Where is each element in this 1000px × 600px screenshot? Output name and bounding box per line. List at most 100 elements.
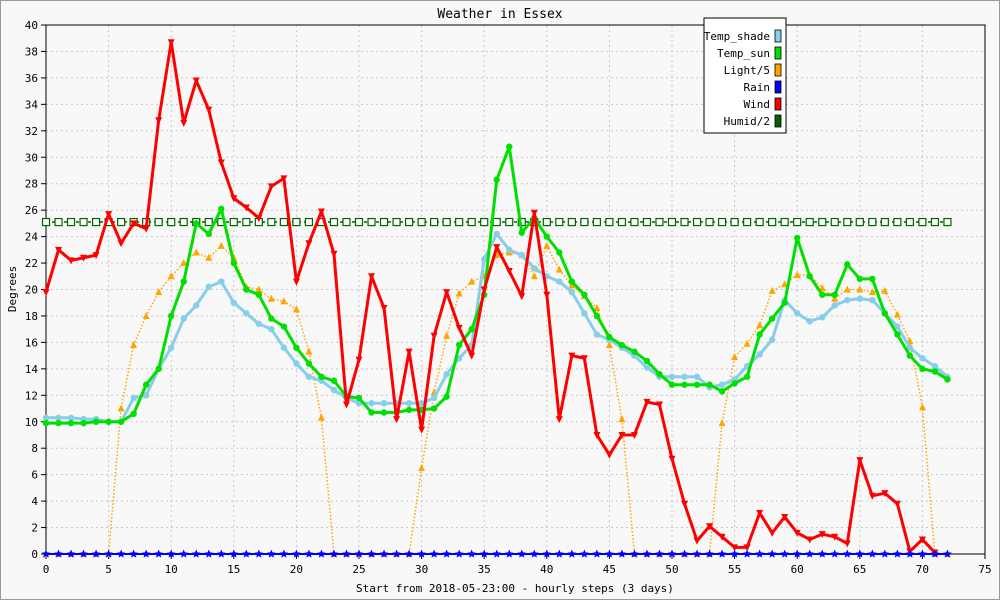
data-point-wind [305,240,313,248]
data-point-wind [756,510,764,518]
legend-swatch [774,29,782,43]
data-point-light-5 [781,280,789,288]
data-point-temp-shade [218,278,225,285]
data-point-wind [267,183,275,191]
data-point-light-5 [793,270,801,278]
data-point-temp-shade [894,323,901,330]
data-point-rain [530,549,539,558]
data-point-rain [630,549,639,558]
x-tick-label: 0 [43,563,50,576]
data-point-rain [542,549,552,558]
y-tick-label: 26 [25,204,38,217]
data-point-light-5 [831,294,839,302]
data-point-rain [717,549,727,558]
data-point-temp-sun [368,409,375,416]
data-point-temp-shade [794,310,801,317]
data-point-rain [242,549,251,558]
data-point-temp-shade [380,400,388,407]
data-point-temp-sun [568,278,576,285]
data-point-temp-shade [330,386,338,394]
series-line-wind [44,40,937,554]
data-point-temp-sun [543,233,550,240]
data-point-temp-sun [606,333,613,341]
data-point-wind [342,401,350,409]
data-point-wind [117,240,125,248]
data-point-wind [292,278,300,286]
data-point-rain [229,549,239,558]
data-point-humid-2 [66,217,76,227]
data-point-rain [918,549,927,558]
data-point-temp-sun [869,275,876,283]
data-point-temp-shade [130,394,137,402]
data-point-rain [204,549,214,558]
data-point-humid-2 [605,217,614,227]
data-point-rain [379,549,389,558]
data-point-wind [180,119,188,127]
data-point-temp-shade [430,394,438,402]
data-point-wind [831,533,839,541]
data-point-wind [455,324,463,332]
data-point-rain [705,549,714,558]
data-point-rain [905,549,915,558]
data-point-rain [642,549,652,558]
y-tick-label: 2 [31,522,38,535]
data-point-wind [355,356,363,364]
data-point-temp-sun [631,348,638,355]
data-point-temp-sun [380,409,388,416]
data-point-light-5 [255,285,263,293]
data-point-humid-2 [830,217,839,227]
data-point-humid-2 [79,217,88,227]
data-point-temp-sun [656,370,663,378]
data-point-wind [167,39,175,47]
data-point-temp-shade [531,265,538,272]
data-point-humid-2 [717,217,727,227]
data-point-wind [843,540,851,548]
series-line-temp-shade [46,232,949,424]
data-point-light-5 [756,321,764,329]
data-point-humid-2 [692,217,702,227]
data-point-humid-2 [329,217,339,227]
data-point-temp-shade [856,295,863,302]
data-point-temp-sun [468,325,475,333]
data-point-wind [818,531,826,539]
x-axis-label: Start from 2018-05-23:00 - hourly steps … [356,582,674,595]
data-point-humid-2 [843,217,852,227]
grid [45,24,986,555]
data-point-humid-2 [292,217,301,227]
data-point-rain [780,549,789,558]
data-point-humid-2 [379,217,389,227]
data-point-temp-sun [856,275,863,283]
data-point-rain [392,549,401,558]
data-point-humid-2 [918,217,927,227]
data-point-rain [217,549,226,558]
data-point-humid-2 [167,217,176,227]
data-point-temp-sun [205,230,212,238]
data-point-temp-sun [92,418,100,425]
data-point-humid-2 [154,217,163,227]
x-tick-label: 5 [105,563,112,576]
data-point-wind [67,257,75,265]
data-point-wind [781,513,789,521]
x-tick-label: 10 [165,563,178,576]
y-tick-label: 32 [25,125,38,138]
legend-swatch [774,114,782,128]
legend-label: Rain [744,81,771,94]
data-point-humid-2 [855,217,864,227]
data-point-temp-sun [243,286,250,293]
data-point-light-5 [217,241,225,249]
data-point-rain [805,549,814,558]
data-point-light-5 [192,248,200,256]
data-point-temp-sun [944,376,951,383]
data-point-wind [330,250,338,258]
x-tick-label: 50 [665,563,678,576]
data-point-rain [342,549,351,558]
data-point-wind [893,500,901,508]
data-point-light-5 [593,304,601,312]
data-point-rain [141,549,151,558]
data-point-light-5 [117,404,125,412]
data-point-rain [166,549,176,558]
data-point-wind [618,431,626,439]
y-tick-label: 30 [25,151,38,164]
legend-label: Temp_sun [717,47,770,60]
